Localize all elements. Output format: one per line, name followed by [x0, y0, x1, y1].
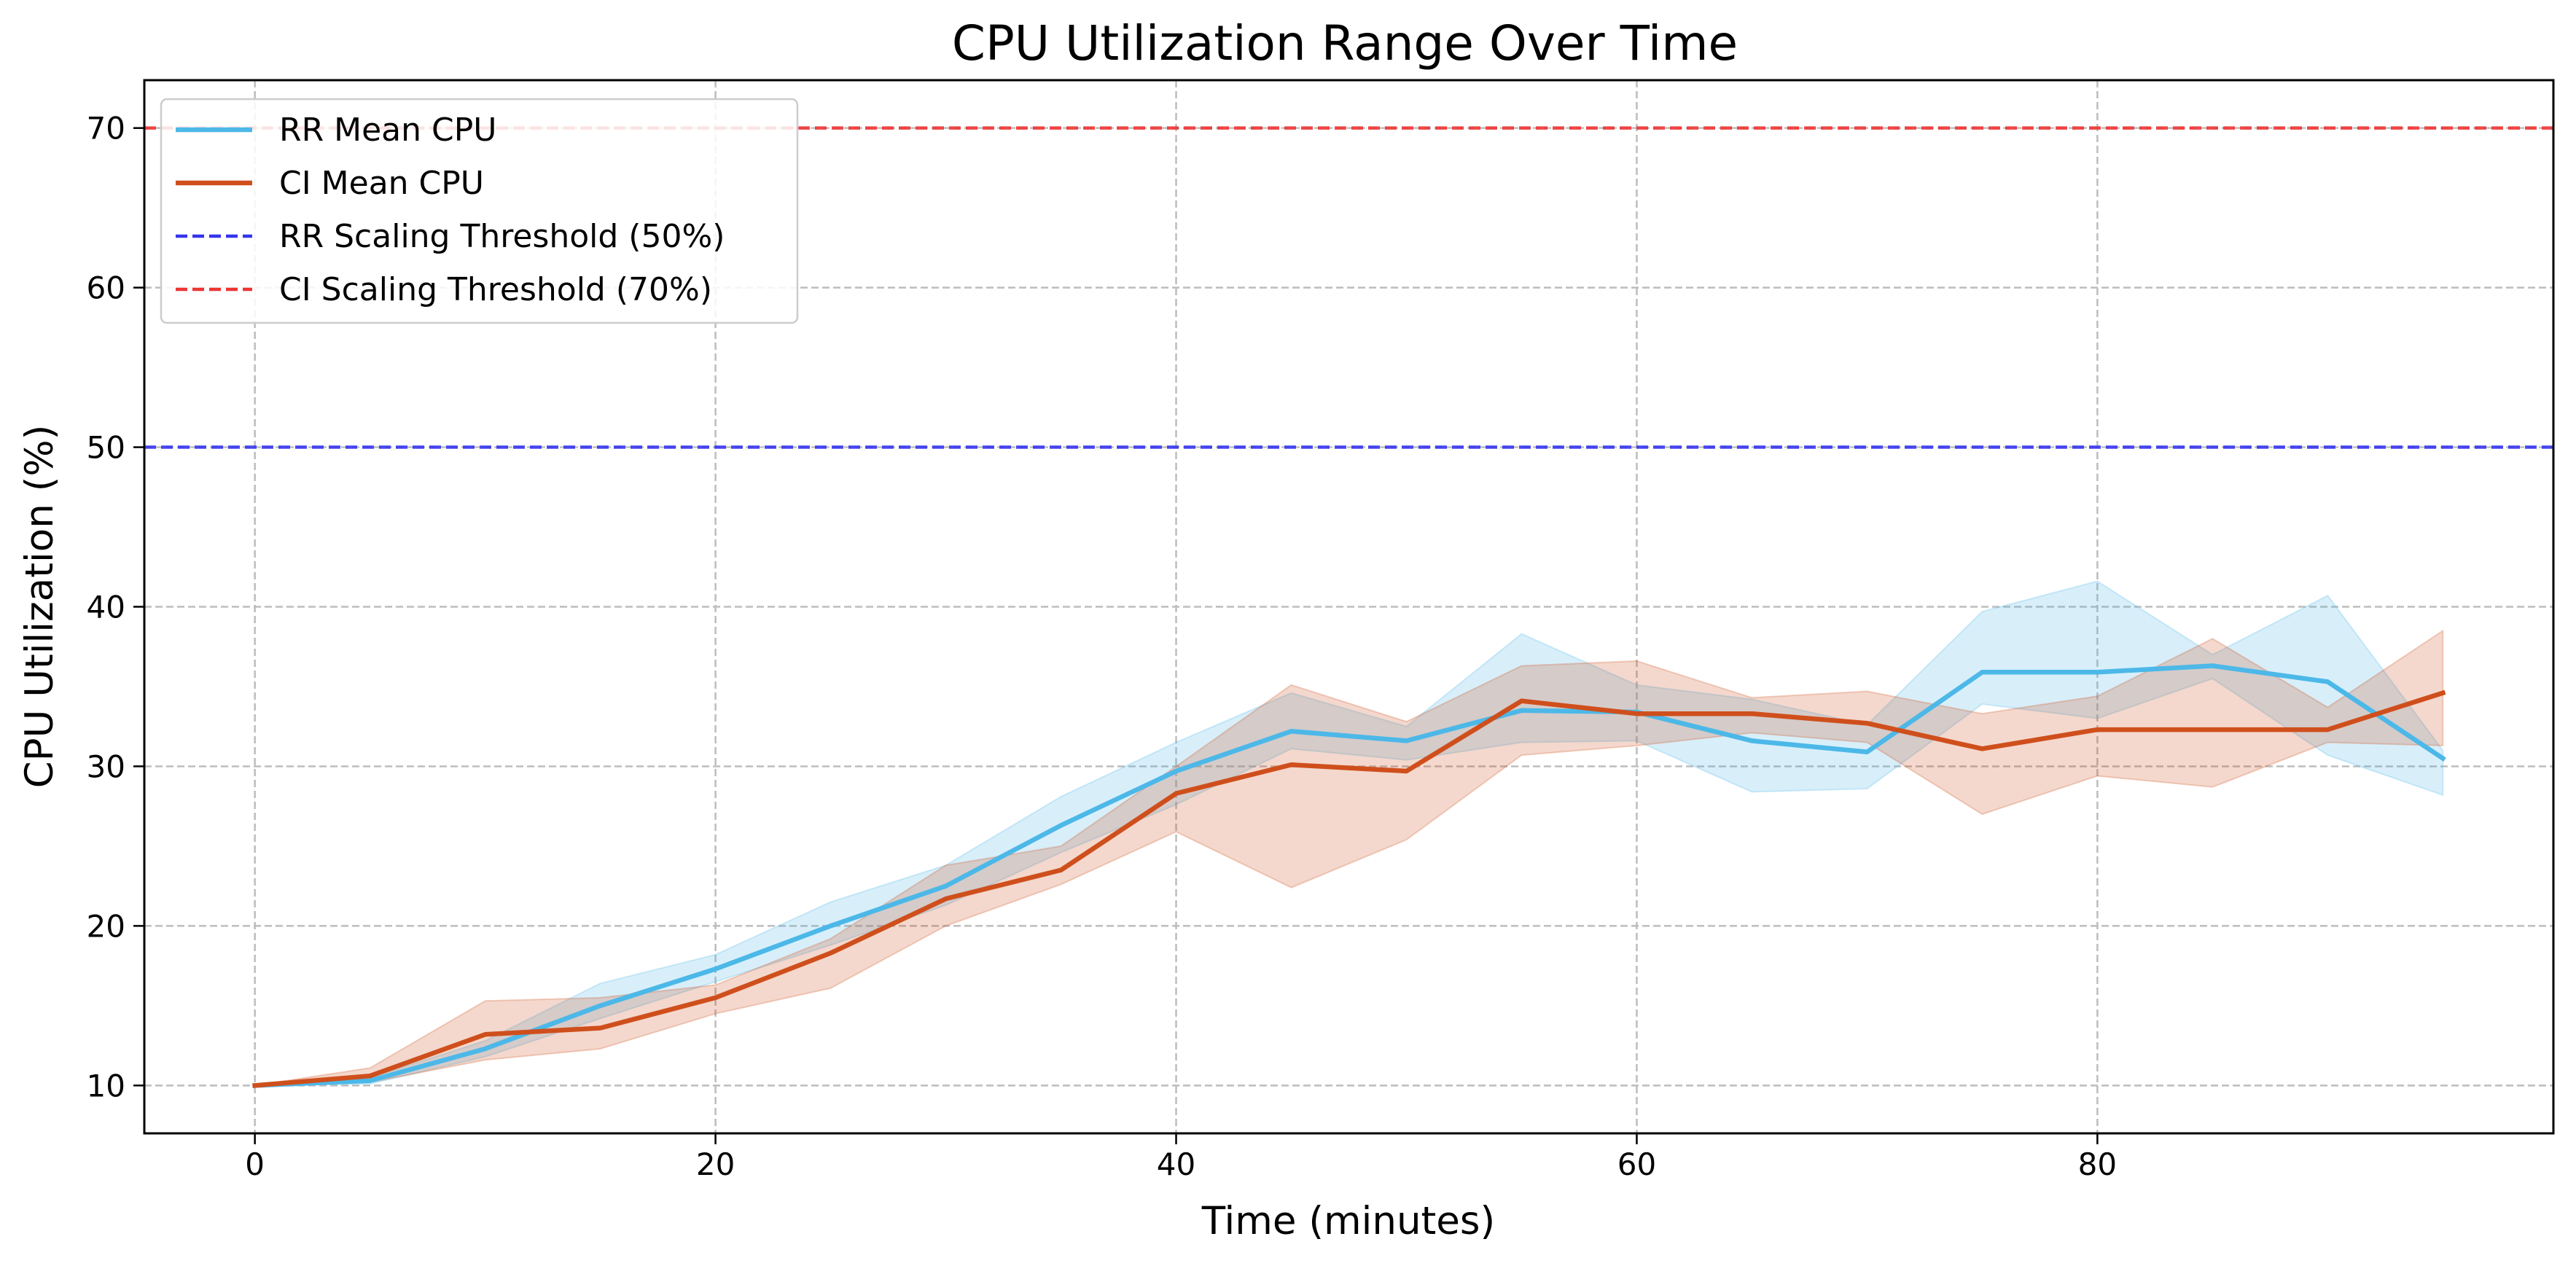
y-tick-label: 20 — [87, 908, 125, 944]
legend: RR Mean CPU CI Mean CPU RR Scaling Thresho… — [160, 98, 799, 324]
legend-label: CI Mean CPU — [279, 165, 484, 202]
x-tick-label: 60 — [1617, 1146, 1656, 1182]
y-tick-label: 70 — [87, 111, 125, 146]
axis-ticks: 0 20 40 60 80 10 20 30 40 50 60 70 — [87, 111, 2118, 1182]
y-axis-label: CPU Utilization (%) — [17, 425, 62, 789]
legend-label: RR Mean CPU — [279, 112, 496, 149]
y-tick-label: 60 — [87, 270, 125, 306]
series-lines — [252, 663, 2446, 1088]
y-tick-label: 40 — [87, 590, 125, 625]
legend-label: CI Scaling Threshold (70%) — [279, 271, 712, 308]
x-tick-label: 0 — [245, 1146, 265, 1182]
legend-label: RR Scaling Threshold (50%) — [279, 218, 725, 255]
x-tick-label: 80 — [2078, 1146, 2117, 1182]
band-rr — [254, 580, 2444, 1087]
x-axis-label: Time (minutes) — [1201, 1199, 1495, 1243]
y-tick-label: 10 — [87, 1068, 125, 1103]
band-ci — [254, 629, 2444, 1087]
series-line-ci — [252, 689, 2446, 1088]
y-tick-label: 30 — [87, 749, 125, 784]
x-tick-label: 20 — [696, 1146, 735, 1182]
series-line-rr — [252, 663, 2446, 1088]
x-tick-label: 40 — [1157, 1146, 1195, 1182]
y-tick-label: 50 — [87, 430, 125, 466]
chart-title: CPU Utilization Range Over Time — [952, 15, 1738, 71]
legend-box — [160, 98, 799, 324]
